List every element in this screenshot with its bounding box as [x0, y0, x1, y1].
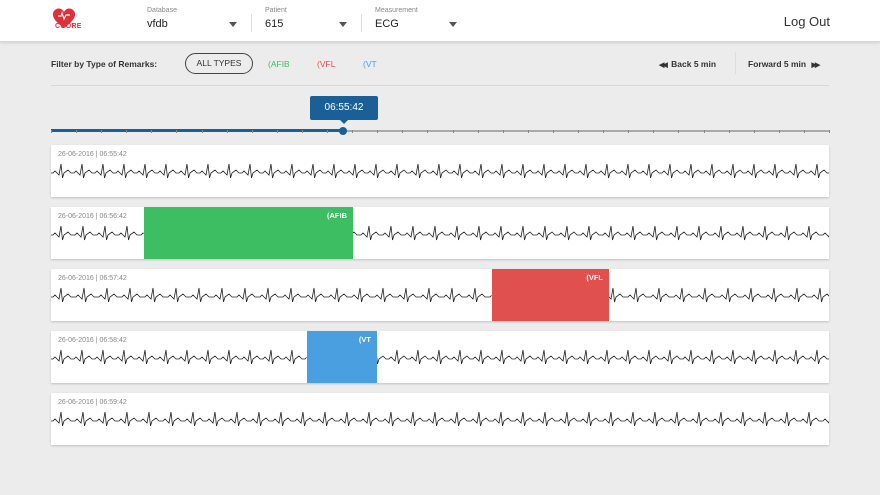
slider-tick: [478, 130, 479, 133]
chevron-down-icon: [339, 22, 347, 27]
remark-label: (AFIB: [327, 211, 347, 220]
slider-tick: [729, 130, 730, 133]
strip-timestamp: 26-06-2016 | 06:56:42: [58, 213, 127, 220]
database-value: vfdb: [147, 18, 168, 30]
patient-value: 615: [265, 18, 284, 30]
rewind-icon: ◀◀: [659, 62, 668, 69]
filter-afib-link[interactable]: (AFIB: [268, 59, 290, 69]
slider-tick: [653, 130, 654, 133]
remark-label: (VFL: [586, 273, 603, 282]
slider-tick: [402, 130, 403, 133]
ecg-waveform: [51, 345, 829, 383]
back-5-min-button[interactable]: ◀◀ Back 5 min: [656, 59, 716, 69]
filter-all-types-button[interactable]: ALL TYPES: [185, 53, 253, 74]
time-tooltip: 06:55:42: [310, 96, 378, 124]
logout-button[interactable]: Log Out: [783, 14, 830, 29]
ecg-strip[interactable]: (VFL 26-06-2016 | 06:57:42: [51, 269, 829, 321]
forward-label: Forward 5 min: [748, 59, 807, 69]
slider-tick: [51, 130, 52, 133]
slider-tick: [553, 130, 554, 133]
fast-forward-icon: ▶▶: [811, 62, 820, 69]
divider: [51, 85, 829, 86]
ecg-waveform: [51, 411, 829, 427]
slider-tick: [327, 130, 328, 133]
strip-timestamp: 26-06-2016 | 06:55:42: [58, 151, 127, 158]
slider-tick: [704, 130, 705, 133]
database-label: Database: [147, 7, 177, 14]
measurement-select[interactable]: Measurement ECG: [375, 7, 457, 35]
slider-tick: [352, 130, 353, 133]
slider-tick: [377, 130, 378, 133]
ecg-waveform: [51, 283, 829, 321]
strip-timestamp: 26-06-2016 | 06:57:42: [58, 275, 127, 282]
slider-track: [51, 130, 829, 132]
slider-tick: [453, 130, 454, 133]
slider-tick: [76, 130, 77, 133]
heart-logo-icon[interactable]: [50, 6, 94, 36]
divider: [361, 14, 362, 32]
ecg-strip[interactable]: (AFIB 26-06-2016 | 06:56:42: [51, 207, 829, 259]
divider: [251, 14, 252, 32]
brand-name: CUORE: [55, 23, 82, 30]
slider-tick: [503, 130, 504, 133]
slider-tick: [252, 130, 253, 133]
chevron-down-icon: [449, 22, 457, 27]
patient-select[interactable]: Patient 615: [265, 7, 347, 35]
measurement-label: Measurement: [375, 7, 418, 14]
ecg-waveform: [51, 163, 829, 179]
remark-highlight[interactable]: (VFL: [492, 269, 609, 321]
ecg-strip[interactable]: 26-06-2016 | 06:59:42: [51, 393, 829, 445]
slider-tick: [829, 130, 830, 133]
slider-tick: [427, 130, 428, 133]
slider-tick: [302, 130, 303, 133]
ecg-strip[interactable]: 26-06-2016 | 06:55:42: [51, 145, 829, 197]
slider-tick: [678, 130, 679, 133]
filter-vt-link[interactable]: (VT: [363, 59, 377, 69]
slider-tick: [754, 130, 755, 133]
chevron-down-icon: [229, 22, 237, 27]
strip-timestamp: 26-06-2016 | 06:59:42: [58, 399, 127, 406]
remark-highlight[interactable]: (VT: [307, 331, 377, 383]
filter-toolbar: Filter by Type of Remarks: ALL TYPES (AF…: [51, 52, 829, 76]
slider-tick: [101, 130, 102, 133]
slider-tick: [779, 130, 780, 133]
slider-tick: [628, 130, 629, 133]
slider-tick: [202, 130, 203, 133]
filter-vfl-link[interactable]: (VFL: [317, 59, 336, 69]
slider-tick: [528, 130, 529, 133]
measurement-value: ECG: [375, 18, 399, 30]
slider-tick: [227, 130, 228, 133]
remark-label: (VT: [358, 335, 371, 344]
app-header: CUORE Database vfdb Patient 615 Measurem…: [0, 0, 880, 42]
slider-thumb[interactable]: [339, 127, 347, 135]
strip-timestamp: 26-06-2016 | 06:58:42: [58, 337, 127, 344]
slider-tick: [277, 130, 278, 133]
remark-highlight[interactable]: (AFIB: [144, 207, 353, 259]
slider-fill: [51, 129, 343, 132]
divider: [735, 52, 736, 74]
database-select[interactable]: Database vfdb: [147, 7, 237, 35]
slider-tick: [804, 130, 805, 133]
forward-5-min-button[interactable]: Forward 5 min ▶▶: [748, 59, 821, 69]
slider-tick: [176, 130, 177, 133]
slider-tick: [126, 130, 127, 133]
slider-tick: [603, 130, 604, 133]
slider-tick: [578, 130, 579, 133]
patient-label: Patient: [265, 7, 287, 14]
ecg-strip[interactable]: (VT 26-06-2016 | 06:58:42: [51, 331, 829, 383]
filter-label: Filter by Type of Remarks:: [51, 59, 158, 69]
back-label: Back 5 min: [671, 59, 717, 69]
slider-tick: [151, 130, 152, 133]
timeline-slider[interactable]: [51, 124, 830, 138]
